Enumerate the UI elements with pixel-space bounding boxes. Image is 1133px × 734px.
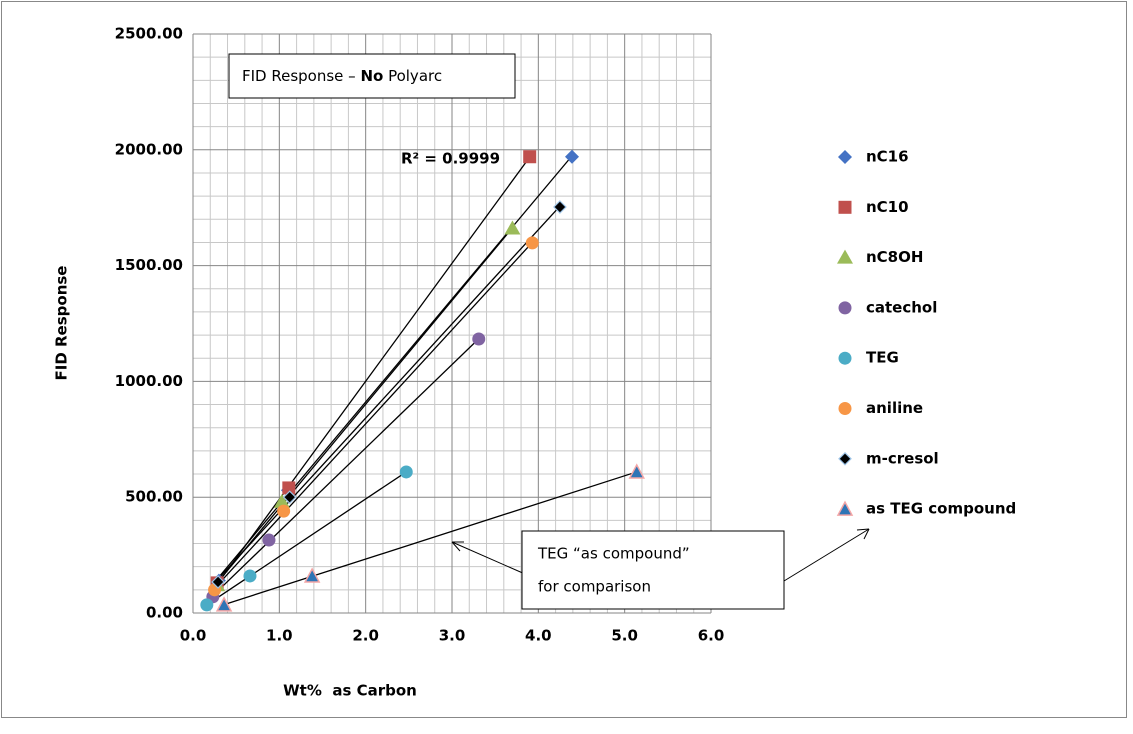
marker xyxy=(303,567,321,583)
arrowhead xyxy=(451,541,464,552)
marker xyxy=(282,490,297,505)
legend-marker xyxy=(838,150,852,164)
title-bold: No xyxy=(360,67,383,85)
x-tick-label: 4.0 xyxy=(525,627,552,645)
x-tick-label: 3.0 xyxy=(439,627,466,645)
y-tick-label: 0.00 xyxy=(146,604,183,622)
y-tick-label: 1000.00 xyxy=(115,372,183,390)
marker xyxy=(504,220,521,235)
marker xyxy=(472,332,486,346)
y-tick-label: 1500.00 xyxy=(115,256,183,274)
marker xyxy=(282,481,296,495)
trendline xyxy=(216,227,513,584)
arrowhead xyxy=(856,528,870,540)
marker xyxy=(628,463,646,479)
legend-marker xyxy=(838,402,852,415)
trendline xyxy=(214,242,533,589)
callout-text: for comparison xyxy=(538,578,651,596)
legend-marker xyxy=(838,451,852,466)
x-tick-label: 2.0 xyxy=(352,627,379,645)
chart-title: FID Response – No Polyarc xyxy=(242,67,442,85)
marker xyxy=(553,200,567,214)
legend-label: aniline xyxy=(866,399,923,417)
x-tick-label: 6.0 xyxy=(698,627,725,645)
legend-label: nC8OH xyxy=(866,248,923,266)
legend-label: nC16 xyxy=(866,148,909,166)
legend-marker xyxy=(836,500,854,516)
legend-label: nC10 xyxy=(866,198,909,216)
y-tick-label: 2500.00 xyxy=(115,25,183,43)
marker xyxy=(565,149,580,164)
legend-label: as TEG compound xyxy=(866,500,1016,518)
x-axis-title: Wt% as Carbon xyxy=(283,682,417,700)
marker xyxy=(273,493,290,508)
grid xyxy=(192,33,712,614)
x-tick-label: 0.0 xyxy=(180,627,207,645)
legend-label: catechol xyxy=(866,298,937,316)
legend-marker xyxy=(837,249,853,264)
trendline xyxy=(217,205,561,580)
legend-marker xyxy=(838,200,852,214)
r-squared: R² = 0.9999 xyxy=(401,150,500,168)
trendline xyxy=(216,156,531,585)
marker xyxy=(200,598,214,612)
trendline xyxy=(223,471,637,606)
marker xyxy=(277,504,291,518)
callout-text: TEG “as compound” xyxy=(537,545,690,563)
title-part: FID Response – xyxy=(242,67,360,85)
marker xyxy=(243,569,257,583)
y-tick-label: 500.00 xyxy=(125,488,183,506)
marker xyxy=(525,236,539,250)
callout-arrow xyxy=(783,528,870,582)
x-tick-label: 1.0 xyxy=(266,627,293,645)
legend-marker xyxy=(838,301,852,315)
legend-label: m-cresol xyxy=(866,449,939,467)
y-axis-title: FID Response xyxy=(53,266,71,381)
marker xyxy=(215,596,233,612)
trendline xyxy=(206,471,407,606)
x-tick-label: 5.0 xyxy=(611,627,638,645)
y-tick-label: 2000.00 xyxy=(115,140,183,158)
marker xyxy=(523,150,537,164)
markers xyxy=(200,149,646,612)
marker xyxy=(211,575,225,589)
marker xyxy=(262,533,276,547)
legend-marker xyxy=(838,351,852,365)
legend-label: TEG xyxy=(866,349,899,367)
title-part: Polyarc xyxy=(383,67,442,85)
trendline xyxy=(212,338,480,597)
callout-box xyxy=(521,530,785,610)
callout-arrow xyxy=(451,541,526,575)
marker xyxy=(399,465,413,479)
title-box xyxy=(228,53,516,99)
